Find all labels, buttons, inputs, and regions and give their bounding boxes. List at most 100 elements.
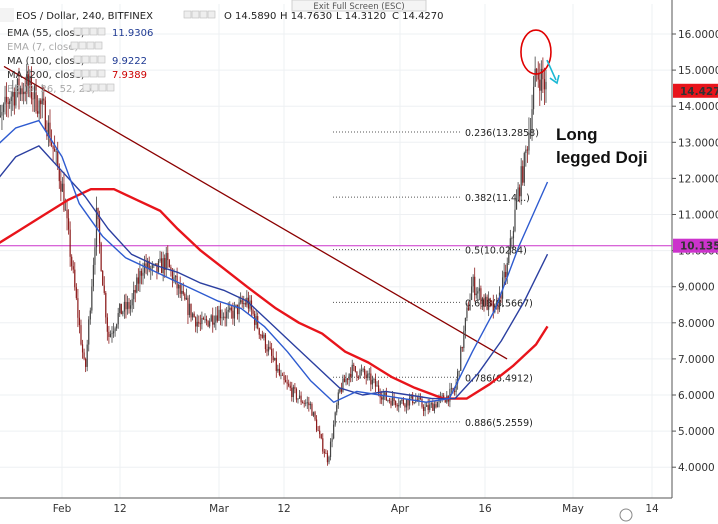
candle-body xyxy=(463,330,465,349)
candle-body xyxy=(71,256,73,267)
candle-body xyxy=(271,348,273,356)
candle-body xyxy=(81,344,84,353)
legend-action-button[interactable] xyxy=(97,55,106,64)
candle-body xyxy=(116,324,118,329)
candle-body xyxy=(453,391,456,393)
legend-action-button[interactable] xyxy=(207,10,216,19)
legend-action-button[interactable] xyxy=(89,55,98,64)
candle-body xyxy=(354,365,356,372)
candle-body xyxy=(382,394,384,400)
candle-body xyxy=(50,142,53,146)
candle-body xyxy=(230,307,232,311)
x-tick-label: 16 xyxy=(478,503,492,515)
legend-action-button[interactable] xyxy=(98,83,107,92)
candle-body xyxy=(373,378,375,380)
legend-action-button[interactable] xyxy=(89,27,98,36)
legend-action-button[interactable] xyxy=(70,41,79,50)
candle-body xyxy=(395,401,397,405)
candle-body xyxy=(178,284,180,289)
candle-body xyxy=(181,290,183,294)
candle-body xyxy=(474,276,476,296)
legend-action-button[interactable] xyxy=(81,55,90,64)
candle-body xyxy=(426,405,428,407)
candle-body xyxy=(243,303,245,305)
y-tick-label: 9.0000 xyxy=(678,282,715,294)
candle-body xyxy=(346,378,349,380)
legend-action-button[interactable] xyxy=(73,27,82,36)
candle-body xyxy=(108,331,110,338)
legend-action-button[interactable] xyxy=(73,69,82,78)
legend-action-button[interactable] xyxy=(97,69,106,78)
legend-action-button[interactable] xyxy=(94,41,103,50)
candle-body xyxy=(160,258,163,274)
candle-body xyxy=(80,325,82,345)
candle-body xyxy=(408,397,411,406)
exit-fullscreen-button[interactable] xyxy=(291,0,427,12)
legend-action-button[interactable] xyxy=(81,69,90,78)
candle-body xyxy=(47,122,50,137)
settings-icon[interactable] xyxy=(619,508,633,522)
candle-body xyxy=(185,297,187,300)
candle-body xyxy=(134,289,136,293)
candle-body xyxy=(232,310,234,319)
candle-body xyxy=(413,402,415,404)
candle-body xyxy=(478,288,480,292)
legend-action-button[interactable] xyxy=(191,10,200,19)
candle-body xyxy=(187,297,189,315)
legend-action-button[interactable] xyxy=(106,83,115,92)
trendline[interactable] xyxy=(3,65,508,360)
candle-body xyxy=(418,397,420,402)
y-tick-label: 8.0000 xyxy=(678,318,715,330)
candle-body xyxy=(4,96,6,105)
candle-body xyxy=(167,252,169,261)
candle-body xyxy=(357,377,360,378)
candle-body xyxy=(210,315,212,322)
legend-action-button[interactable] xyxy=(73,55,82,64)
candle-body xyxy=(534,68,536,87)
candles-group xyxy=(0,56,547,466)
candle-body xyxy=(508,252,510,264)
series-line-ema-55-close xyxy=(0,119,549,403)
legend-action-button[interactable] xyxy=(86,41,95,50)
candle-body xyxy=(67,218,70,230)
candle-body xyxy=(29,75,31,86)
legend-action-button[interactable] xyxy=(183,10,192,19)
candle-body xyxy=(435,404,437,408)
candle-body xyxy=(162,258,164,274)
candle-body xyxy=(526,149,528,151)
legend-action-button[interactable] xyxy=(90,83,99,92)
candle-body xyxy=(139,270,141,284)
candle-body xyxy=(284,380,287,383)
candle-body xyxy=(222,316,225,318)
candle-body xyxy=(492,302,494,313)
y-tick-label: 14.0000 xyxy=(678,101,718,113)
candle-body xyxy=(83,352,85,359)
candle-body xyxy=(419,397,422,400)
candle-body xyxy=(367,373,369,378)
candle-body xyxy=(432,403,434,411)
candle-body xyxy=(457,371,459,384)
legend-action-button[interactable] xyxy=(82,83,91,92)
candle-body xyxy=(292,386,294,398)
candle-body xyxy=(128,302,130,309)
candle-body xyxy=(143,263,146,273)
candle-body xyxy=(49,122,51,143)
candle-body xyxy=(315,419,318,431)
candle-body xyxy=(326,453,329,463)
candle-body xyxy=(498,292,501,310)
candle-body xyxy=(401,399,403,401)
symbol-icon xyxy=(0,8,14,22)
legend-action-button[interactable] xyxy=(89,69,98,78)
legend-action-button[interactable] xyxy=(81,27,90,36)
candle-body xyxy=(227,309,229,312)
candle-body xyxy=(125,301,127,310)
legend-action-button[interactable] xyxy=(199,10,208,19)
legend-action-button[interactable] xyxy=(97,27,106,36)
candle-body xyxy=(376,385,378,387)
candle-body xyxy=(288,383,290,386)
legend-action-button[interactable] xyxy=(78,41,87,50)
arrow-head-icon xyxy=(549,74,560,85)
candle-body xyxy=(137,277,139,284)
exit-fullscreen-label: Exit Full Screen (ESC) xyxy=(313,2,404,12)
